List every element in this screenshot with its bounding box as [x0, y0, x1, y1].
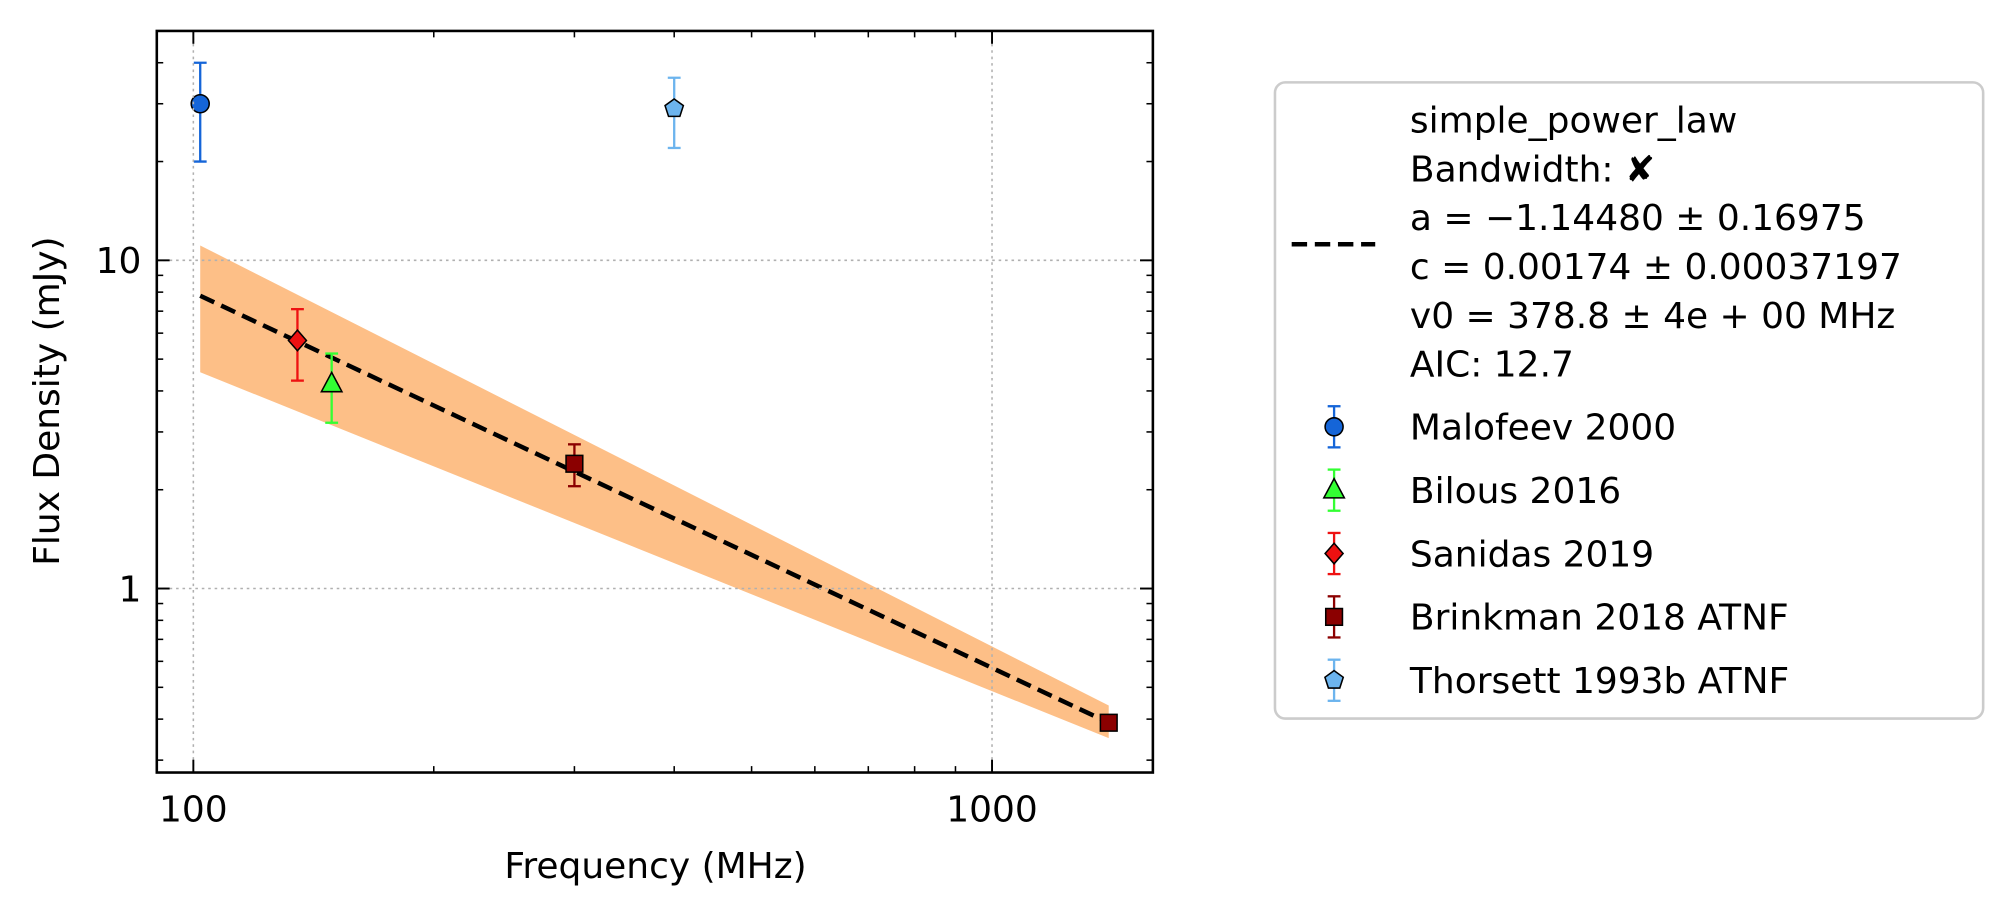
legend-fit-text: v0 = 378.8 ± 4e + 00 MHz — [1410, 296, 1895, 337]
axes-frame — [155, 29, 1155, 774]
marker — [320, 370, 344, 393]
legend-fit-text: simple_power_law — [1410, 100, 1737, 141]
fit-line — [199, 293, 1110, 725]
marker — [1324, 669, 1345, 689]
y-tick-label: 1 — [118, 569, 141, 610]
fit-band — [200, 245, 1109, 739]
legend-fit-text: AIC: 12.7 — [1410, 345, 1574, 386]
marker — [287, 328, 308, 352]
legend-label: Sanidas 2019 — [1410, 534, 1654, 575]
marker — [1322, 476, 1346, 499]
legend-box — [1273, 81, 1985, 720]
marker — [1324, 607, 1344, 627]
marker — [1324, 417, 1344, 437]
legend-fit-text: c = 0.00174 ± 0.00037197 — [1410, 247, 1902, 288]
marker — [190, 93, 210, 114]
marker — [565, 454, 584, 473]
x-axis-label: Frequency (MHz) — [504, 846, 806, 887]
y-axis-label: Flux Density (mJy) — [27, 236, 68, 565]
x-tick-label: 100 — [159, 789, 228, 830]
x-tick-label: 1000 — [946, 789, 1038, 830]
legend-label: Malofeev 2000 — [1410, 408, 1676, 449]
y-tick-label: 10 — [96, 241, 142, 282]
legend-fit-text: a = −1.14480 ± 0.16975 — [1410, 198, 1866, 239]
legend-label: Bilous 2016 — [1410, 471, 1621, 512]
marker — [1324, 542, 1345, 565]
legend-fit-text: Bandwidth: ✘ — [1410, 149, 1655, 190]
marker — [664, 97, 685, 118]
legend-label: Thorsett 1993b ATNF — [1409, 661, 1789, 702]
legend-label: Brinkman 2018 ATNF — [1410, 598, 1789, 639]
plot-area — [190, 61, 1118, 739]
marker — [1099, 713, 1118, 732]
